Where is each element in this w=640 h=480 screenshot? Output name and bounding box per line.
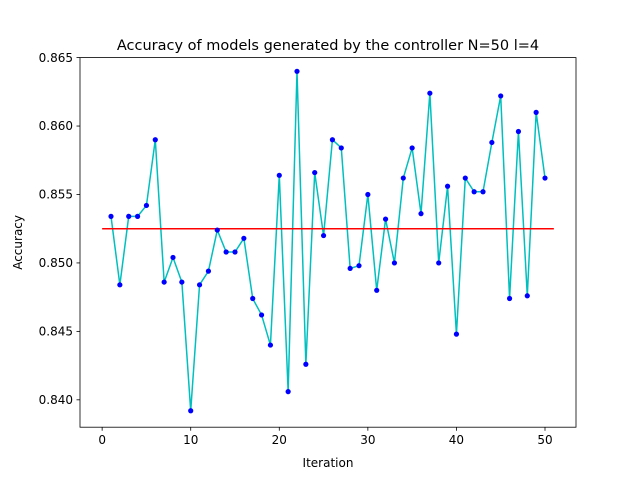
data-point — [329, 137, 336, 143]
data-point — [179, 279, 185, 285]
data-point — [276, 172, 282, 178]
plot-area — [102, 68, 554, 414]
x-tick-label: 40 — [449, 433, 464, 447]
data-point — [117, 282, 123, 288]
data-point — [241, 235, 247, 241]
data-point — [294, 68, 300, 74]
data-point — [382, 216, 389, 222]
y-axis-label: Accuracy — [11, 215, 25, 270]
y-tick-label: 0.840 — [39, 393, 73, 407]
x-tick-label: 30 — [360, 433, 375, 447]
data-point — [312, 169, 318, 176]
data-point — [134, 213, 141, 219]
data-point — [232, 249, 238, 255]
data-point — [188, 408, 194, 414]
y-tick-label: 0.865 — [39, 51, 73, 65]
chart-title: Accuracy of models generated by the cont… — [117, 38, 539, 54]
data-point — [223, 249, 229, 255]
data-point — [320, 232, 327, 239]
data-point — [498, 93, 504, 99]
data-point — [515, 128, 522, 135]
data-point — [471, 189, 477, 195]
data-point — [126, 213, 132, 219]
data-point — [400, 175, 406, 181]
x-tick-label: 20 — [272, 433, 287, 447]
data-point — [542, 175, 548, 181]
data-point — [453, 331, 460, 337]
x-tick-label: 10 — [183, 433, 198, 447]
data-point — [267, 342, 274, 348]
y-tick-label: 0.845 — [39, 325, 73, 339]
x-tick-label: 50 — [537, 433, 552, 447]
data-point — [365, 191, 371, 198]
data-point — [356, 263, 362, 269]
x-axis-label: Iteration — [303, 456, 354, 470]
y-tick-label: 0.850 — [39, 256, 73, 270]
data-point — [258, 312, 265, 318]
plot-frame — [79, 57, 577, 428]
data-point — [374, 287, 380, 293]
data-point — [462, 175, 468, 181]
data-point — [409, 145, 415, 151]
data-point — [427, 90, 433, 96]
data-point — [436, 260, 442, 266]
y-tick-label: 0.855 — [39, 188, 73, 202]
data-point — [524, 293, 530, 299]
accuracy-series-line — [110, 70, 546, 412]
data-point — [250, 295, 256, 302]
data-point — [170, 254, 176, 261]
data-point — [418, 211, 424, 217]
data-point — [506, 295, 513, 302]
data-point — [533, 109, 539, 115]
data-point — [338, 145, 344, 151]
data-point — [205, 268, 212, 274]
data-point — [303, 361, 309, 367]
data-point — [152, 137, 158, 143]
data-point — [196, 282, 203, 288]
y-tick-label: 0.860 — [39, 119, 73, 133]
data-point — [347, 265, 353, 272]
data-point — [285, 389, 291, 395]
data-point — [143, 202, 150, 209]
axis-ticks: 0 10 20 30 40 50 0.840 0.845 0.850 0.855 0.860 0.86… — [39, 51, 553, 447]
data-point — [214, 227, 220, 233]
data-point — [480, 189, 486, 195]
data-point — [161, 279, 167, 285]
data-point — [391, 260, 398, 266]
data-point — [108, 213, 114, 219]
data-point — [489, 139, 495, 146]
data-point — [444, 183, 451, 189]
x-tick-label: 0 — [98, 433, 106, 447]
